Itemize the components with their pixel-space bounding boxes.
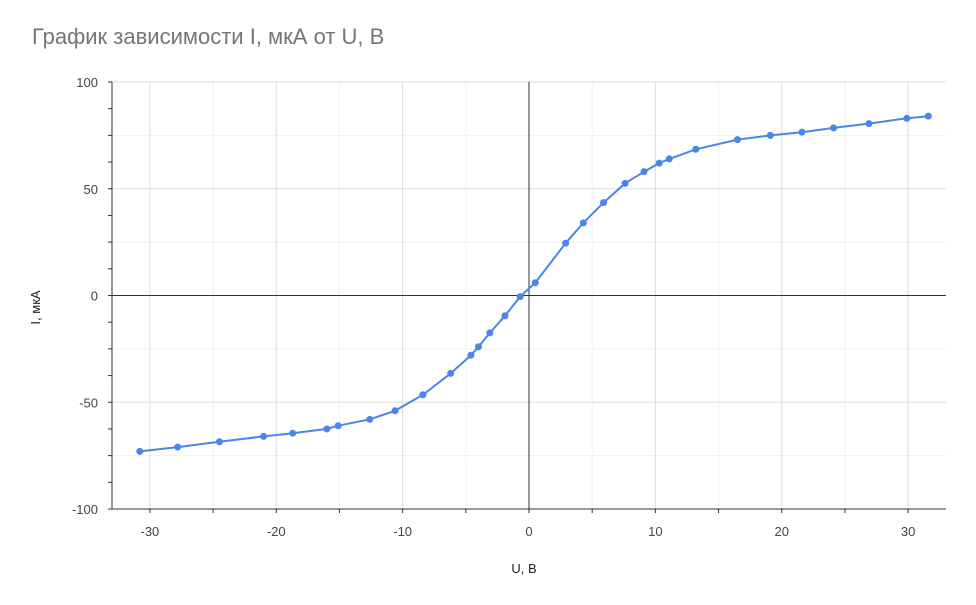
data-point[interactable] [366,415,374,423]
data-point[interactable] [447,369,455,377]
data-point[interactable] [766,131,774,139]
x-tick-label: -20 [267,524,286,539]
series-layer [136,112,932,455]
x-tick-label: 10 [648,524,662,539]
x-tick-label: 0 [525,524,532,539]
y-tick-label: 100 [76,75,98,90]
chart-title: График зависимости I, мкА от U, В [32,24,385,49]
data-point[interactable] [640,168,648,176]
data-point[interactable] [692,145,700,153]
data-point[interactable] [391,407,399,415]
x-tick-label: -10 [393,524,412,539]
data-point[interactable] [579,219,587,227]
data-point[interactable] [501,312,509,320]
data-point[interactable] [467,351,475,359]
data-point[interactable] [136,447,144,455]
x-axis-title: U, В [511,561,536,576]
data-point[interactable] [562,239,570,247]
data-point[interactable] [486,329,494,337]
y-tick-label: -100 [72,502,98,517]
data-point[interactable] [516,293,524,301]
data-point[interactable] [419,391,427,399]
x-tick-label: -30 [141,524,160,539]
data-point[interactable] [798,128,806,136]
data-point[interactable] [865,120,873,128]
y-tick-label: 50 [84,182,98,197]
data-point[interactable] [903,114,911,122]
data-point[interactable] [830,124,838,132]
data-point[interactable] [334,422,342,430]
data-point[interactable] [600,199,608,207]
data-point[interactable] [323,425,331,433]
y-axis-title: I, мкА [28,290,43,324]
data-point[interactable] [655,159,663,167]
data-point[interactable] [621,179,629,187]
data-point[interactable] [734,136,741,144]
x-tick-label: 30 [901,524,915,539]
data-point[interactable] [260,432,268,440]
axes [108,81,946,513]
data-point[interactable] [474,343,482,351]
data-point[interactable] [531,279,539,287]
y-tick-label: -50 [79,395,98,410]
data-point[interactable] [215,438,223,446]
data-point[interactable] [174,443,182,451]
y-tick-label: 0 [91,289,98,304]
data-point[interactable] [289,429,297,437]
x-tick-label: 20 [774,524,788,539]
data-point[interactable] [665,155,673,163]
data-point[interactable] [924,112,932,120]
